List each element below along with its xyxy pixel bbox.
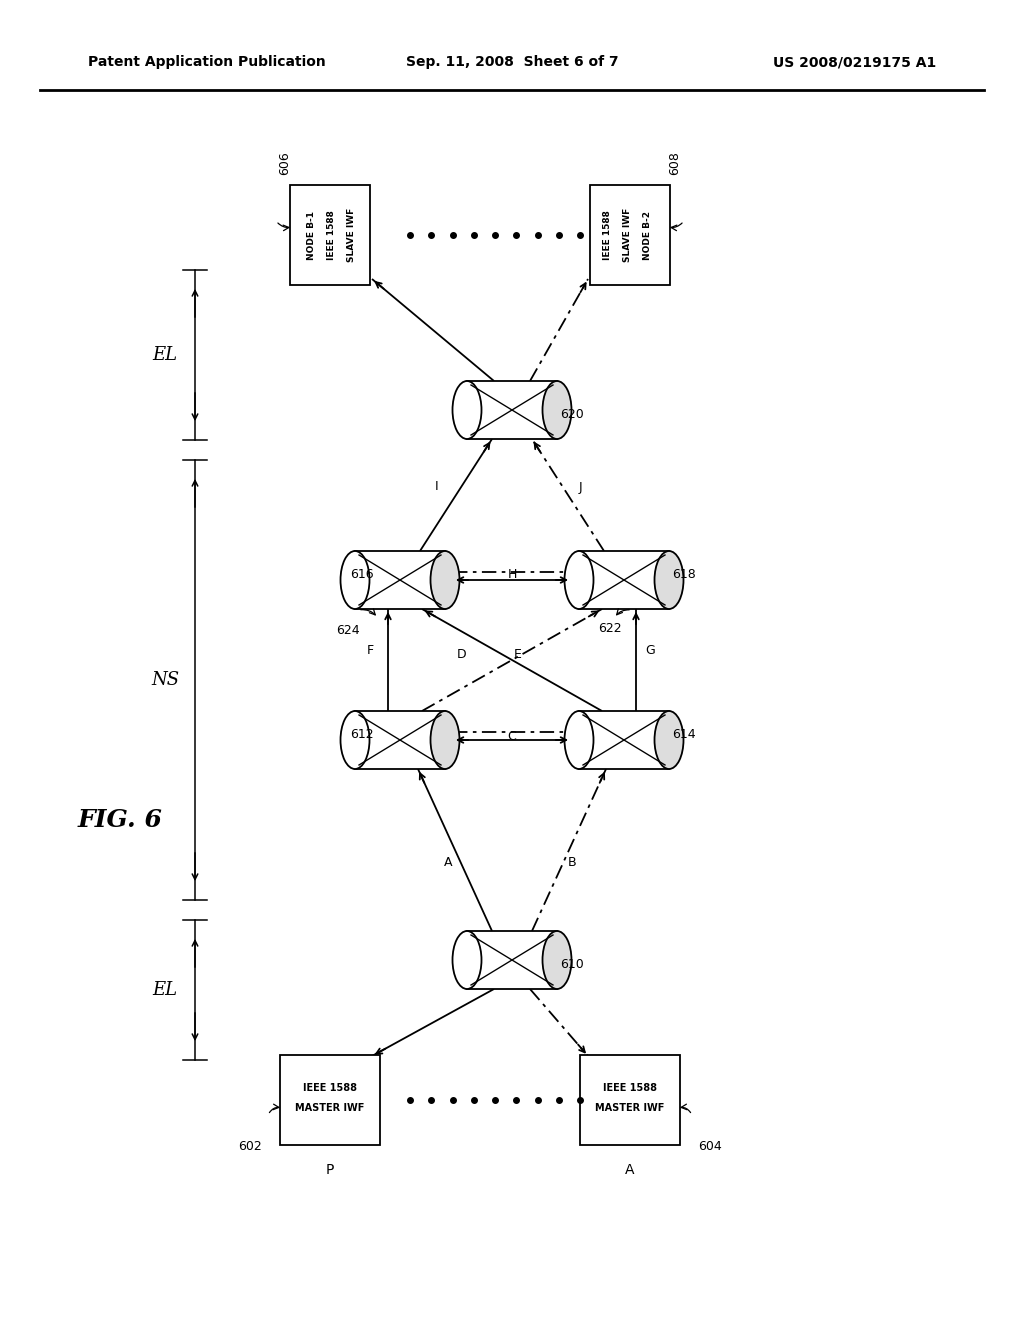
- Ellipse shape: [341, 550, 370, 609]
- Bar: [590, 185, 670, 285]
- Text: MASTER IWF: MASTER IWF: [595, 1104, 665, 1113]
- Bar: [579, 711, 669, 770]
- Text: 612: 612: [350, 729, 374, 742]
- Ellipse shape: [564, 711, 594, 770]
- Text: IEEE 1588: IEEE 1588: [603, 210, 612, 260]
- Ellipse shape: [654, 711, 683, 770]
- Text: 616: 616: [350, 569, 374, 582]
- Text: G: G: [645, 644, 655, 656]
- Text: I: I: [435, 480, 439, 494]
- Text: 624: 624: [336, 623, 360, 636]
- Text: NS: NS: [151, 671, 179, 689]
- Text: A: A: [626, 1163, 635, 1177]
- Text: 608: 608: [669, 150, 682, 176]
- Text: 610: 610: [560, 958, 584, 972]
- Ellipse shape: [453, 381, 481, 440]
- Ellipse shape: [654, 550, 683, 609]
- Text: US 2008/0219175 A1: US 2008/0219175 A1: [773, 55, 936, 69]
- Ellipse shape: [543, 381, 571, 440]
- Text: 618: 618: [672, 569, 695, 582]
- Bar: [355, 711, 445, 770]
- Bar: [280, 1055, 380, 1144]
- Text: C: C: [508, 730, 516, 743]
- Text: 622: 622: [598, 622, 622, 635]
- Text: 602: 602: [239, 1140, 262, 1152]
- Text: NODE B-1: NODE B-1: [307, 210, 316, 260]
- Text: A: A: [443, 855, 453, 869]
- Text: FIG. 6: FIG. 6: [78, 808, 163, 832]
- Bar: [290, 185, 370, 285]
- Text: B: B: [567, 855, 577, 869]
- Text: SLAVE IWF: SLAVE IWF: [624, 207, 633, 263]
- Text: 604: 604: [698, 1140, 722, 1152]
- Ellipse shape: [341, 711, 370, 770]
- Text: Patent Application Publication: Patent Application Publication: [88, 55, 326, 69]
- Text: D: D: [457, 648, 467, 661]
- Text: IEEE 1588: IEEE 1588: [603, 1082, 657, 1093]
- Ellipse shape: [453, 931, 481, 989]
- Text: J: J: [579, 480, 582, 494]
- Text: SLAVE IWF: SLAVE IWF: [347, 207, 356, 263]
- Text: EL: EL: [153, 346, 177, 364]
- Text: H: H: [507, 569, 517, 582]
- Text: 620: 620: [560, 408, 584, 421]
- Ellipse shape: [543, 931, 571, 989]
- Ellipse shape: [430, 550, 460, 609]
- Bar: [467, 381, 557, 440]
- Text: E: E: [514, 648, 522, 661]
- Text: Sep. 11, 2008  Sheet 6 of 7: Sep. 11, 2008 Sheet 6 of 7: [406, 55, 618, 69]
- Text: MASTER IWF: MASTER IWF: [295, 1104, 365, 1113]
- Bar: [579, 550, 669, 609]
- Text: F: F: [367, 644, 374, 656]
- Text: EL: EL: [153, 981, 177, 999]
- Bar: [580, 1055, 680, 1144]
- Text: 614: 614: [672, 729, 695, 742]
- Ellipse shape: [430, 711, 460, 770]
- Text: NODE B-2: NODE B-2: [643, 210, 652, 260]
- Text: P: P: [326, 1163, 334, 1177]
- Text: IEEE 1588: IEEE 1588: [328, 210, 337, 260]
- Ellipse shape: [564, 550, 594, 609]
- Bar: [467, 931, 557, 989]
- Text: 606: 606: [279, 152, 292, 176]
- Bar: [355, 550, 445, 609]
- Text: IEEE 1588: IEEE 1588: [303, 1082, 357, 1093]
